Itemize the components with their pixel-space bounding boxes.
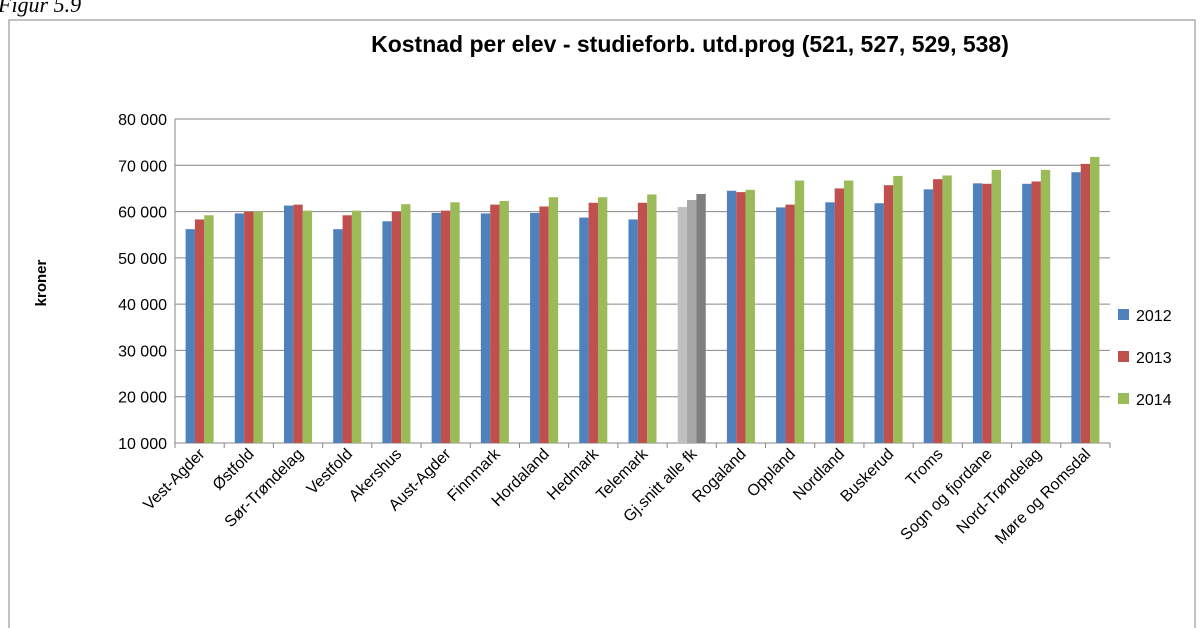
bar	[440, 210, 451, 443]
bar	[253, 211, 263, 443]
bar	[923, 189, 934, 443]
x-tick-label: Troms	[903, 446, 947, 490]
bar	[333, 229, 343, 443]
legend-label: 2014	[1136, 392, 1172, 409]
y-tick-label: 10 000	[118, 436, 167, 453]
bar	[234, 213, 245, 443]
x-tick-label: Østfold	[210, 446, 258, 494]
x-tick-label: Vest-Agder	[140, 445, 208, 513]
x-tick-label: Nord-Trøndelag	[954, 446, 1045, 537]
x-tick-label: Rogaland	[689, 446, 749, 506]
bar	[588, 202, 598, 443]
bar	[1031, 181, 1041, 443]
bar	[431, 212, 441, 443]
bar	[794, 180, 805, 443]
bar	[401, 204, 411, 443]
bar	[834, 188, 845, 443]
y-tick-label: 50 000	[118, 251, 167, 268]
bar	[293, 204, 303, 443]
x-tick-label: Buskerud	[838, 446, 898, 506]
bar	[1040, 169, 1051, 443]
bar	[893, 175, 903, 443]
bar	[1090, 156, 1100, 443]
bar	[687, 200, 697, 443]
figure-caption: Figur 5.9	[0, 0, 81, 17]
bar	[284, 205, 294, 443]
x-tick-label: Sogn og fjordane	[898, 446, 996, 544]
bar	[628, 219, 638, 443]
bar	[382, 221, 392, 443]
bar	[982, 183, 992, 444]
bar	[530, 212, 540, 443]
y-axis-label: kroner	[33, 259, 50, 306]
chart-border	[8, 19, 1196, 628]
bar	[579, 217, 589, 443]
bar	[351, 210, 362, 443]
bar	[450, 202, 460, 443]
bar	[696, 193, 706, 443]
legend-swatch	[1118, 309, 1129, 320]
bar	[637, 202, 648, 443]
legend-swatch	[1118, 393, 1129, 404]
bar	[844, 180, 854, 443]
x-tick-label: Hedmark	[544, 445, 603, 504]
y-tick-label: 70 000	[118, 158, 167, 175]
bar	[776, 207, 786, 443]
bar	[1071, 172, 1081, 443]
y-tick-label: 60 000	[118, 205, 167, 222]
y-tick-label: 80 000	[118, 112, 167, 129]
bar	[677, 206, 688, 443]
bar	[736, 192, 746, 443]
bar	[825, 202, 835, 443]
bar	[726, 190, 737, 443]
bar	[597, 197, 608, 443]
bar	[539, 206, 549, 443]
bar	[991, 169, 1001, 443]
bar	[548, 197, 559, 443]
legend-label: 2012	[1136, 308, 1172, 325]
bar	[204, 215, 214, 443]
bar	[1080, 163, 1091, 443]
bar	[647, 194, 657, 443]
bar	[972, 183, 983, 443]
legend-swatch	[1118, 351, 1129, 362]
bar	[942, 175, 952, 443]
bar	[490, 204, 500, 443]
bar	[745, 189, 755, 443]
bar	[342, 215, 352, 443]
bar	[185, 229, 195, 443]
bar	[1022, 183, 1032, 444]
y-tick-label: 40 000	[118, 297, 167, 314]
y-tick-label: 20 000	[118, 390, 167, 407]
x-tick-label: Møre og Romsdal	[992, 446, 1094, 548]
bar	[874, 203, 884, 443]
bar	[883, 185, 894, 443]
bar	[391, 211, 402, 443]
bar	[499, 200, 509, 443]
bar	[302, 210, 313, 443]
bar	[785, 204, 795, 443]
bar	[933, 179, 943, 443]
y-tick-label: 30 000	[118, 343, 167, 360]
chart-title: Kostnad per elev - studieforb. utd.prog …	[371, 31, 1009, 57]
bar	[480, 213, 491, 443]
bar	[244, 211, 254, 443]
legend-label: 2013	[1136, 350, 1172, 367]
bar	[194, 219, 205, 443]
